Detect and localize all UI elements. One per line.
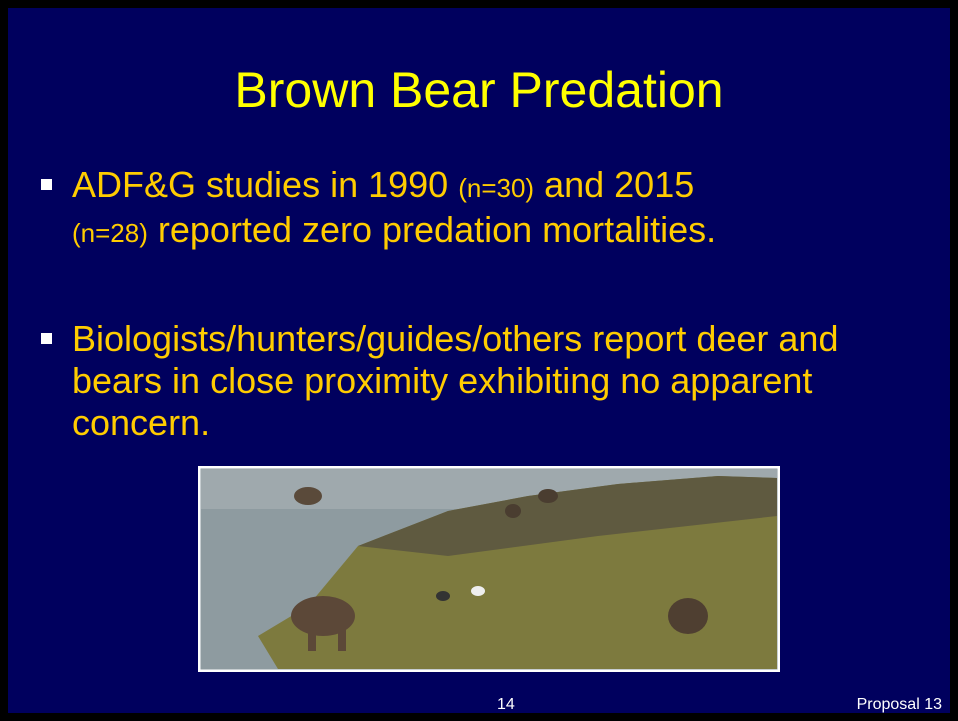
bullet-text: ADF&G studies in 1990 <box>72 164 458 205</box>
bullet: ADF&G studies in 1990 (n=30) and 2015 (n=… <box>72 164 932 254</box>
slide: Brown Bear Predation ADF&G studies in 19… <box>8 8 950 713</box>
bullet: Biologists/hunters/guides/others report … <box>72 318 932 444</box>
bullet-marker <box>41 179 52 190</box>
page: Brown Bear Predation ADF&G studies in 19… <box>0 0 958 721</box>
bullet-text: Biologists/hunters/guides/others report … <box>72 318 838 443</box>
photo <box>198 466 780 672</box>
footer-label: Proposal 13 <box>857 696 942 714</box>
page-number: 14 <box>497 696 515 714</box>
bullet-text: and 2015 <box>534 164 694 205</box>
bullet-marker <box>41 333 52 344</box>
bullet-text: (n=30) <box>458 173 534 203</box>
bullet-text: reported zero predation mortalities. <box>148 209 716 250</box>
title: Brown Bear Predation <box>8 60 950 120</box>
bullet-text: (n=28) <box>72 218 148 248</box>
